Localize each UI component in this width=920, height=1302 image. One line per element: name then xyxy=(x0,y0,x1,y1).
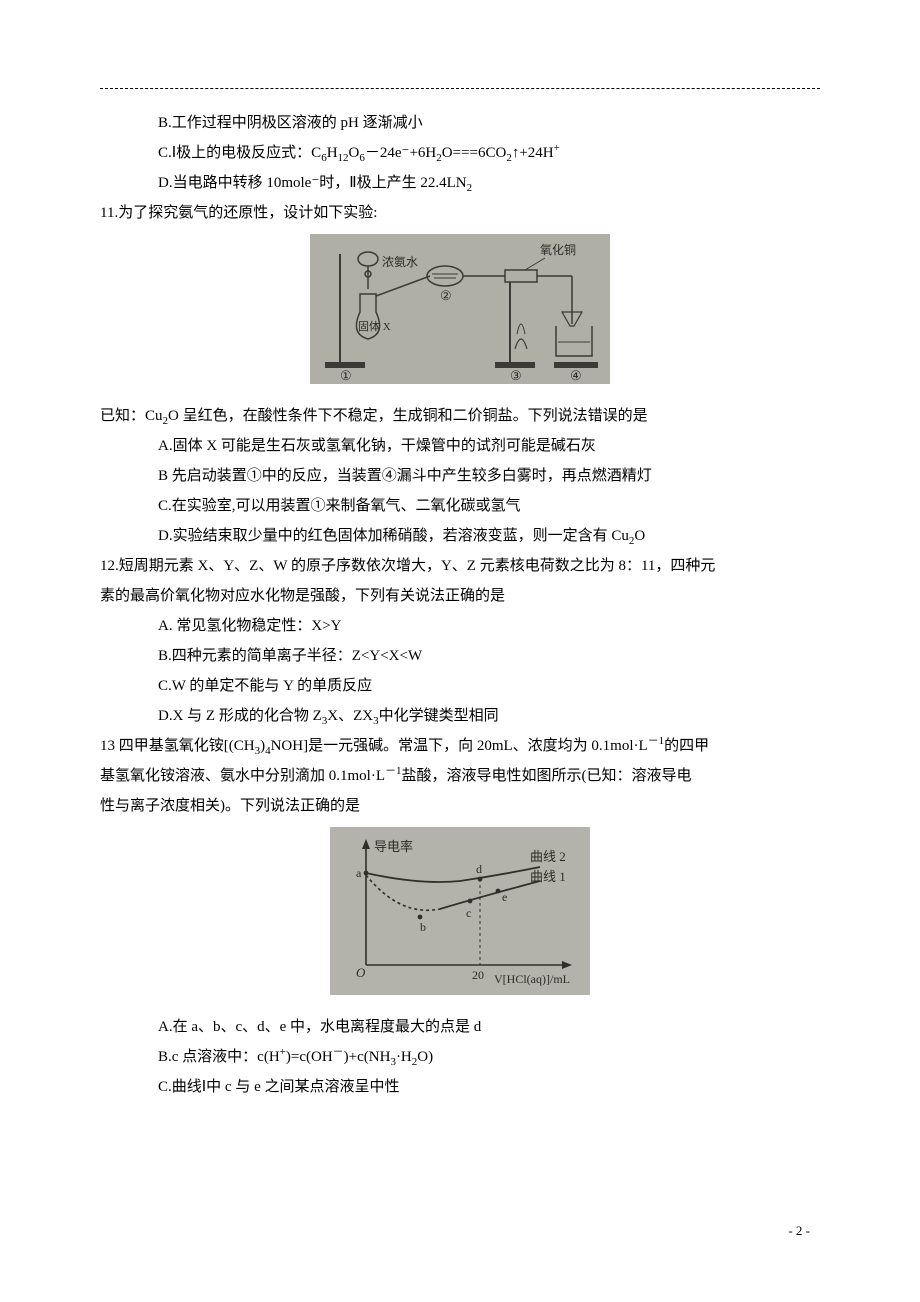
figure-conductivity: 导电率 a b c d e 曲线 2 xyxy=(100,827,820,1006)
question-13a: 13 四甲基氢氧化铵[(CH3)4NOH]是一元强碱。常温下，向 20mL、浓度… xyxy=(100,731,820,761)
page: B.工作过程中阴极区溶液的 pH 逐渐减小 C.Ⅰ极上的电极反应式：C6H12O… xyxy=(0,0,920,1302)
label-cuo: 氧化铜 xyxy=(540,242,576,257)
question-11: 11.为了探究氨气的还原性，设计如下实验: xyxy=(100,198,820,228)
option-c-q13: C.曲线Ⅰ中 c 与 e 之间某点溶液呈中性 xyxy=(100,1072,820,1102)
option-c-q12: C.W 的单定不能与 Y 的单质反应 xyxy=(100,671,820,701)
option-a-q13: A.在 a、b、c、d、e 中，水电离程度最大的点是 d xyxy=(100,1012,820,1042)
label-a: a xyxy=(356,866,362,880)
label-ylab: 导电率 xyxy=(374,839,413,854)
label-solid-x: 固体 X xyxy=(358,319,391,333)
header-divider xyxy=(100,88,820,89)
label-xlab: V[HCl(aq)]/mL xyxy=(494,972,570,986)
label-origin: O xyxy=(356,965,366,980)
label-n3: ③ xyxy=(510,368,522,383)
question-13c: 性与离子浓度相关)。下列说法正确的是 xyxy=(100,791,820,821)
question-12b: 素的最高价氧化物对应水化物是强酸，下列有关说法正确的是 xyxy=(100,581,820,611)
label-curve2: 曲线 2 xyxy=(530,849,566,864)
label-n2: ② xyxy=(440,288,452,303)
known-info: 已知：Cu2O 呈红色，在酸性条件下不稳定，生成铜和二价铜盐。下列说法错误的是 xyxy=(100,401,820,431)
option-d-q10: D.当电路中转移 10mole⁻时，Ⅱ极上产生 22.4LN2 xyxy=(100,168,820,198)
label-b: b xyxy=(420,920,426,934)
figure-apparatus: 浓氨水 固体 X 氧化铜 xyxy=(100,234,820,395)
label-ammonia: 浓氨水 xyxy=(382,255,418,269)
label-curve1: 曲线 1 xyxy=(530,869,566,884)
option-c-q11: C.在实验室,可以用装置①来制备氧气、二氧化碳或氢气 xyxy=(100,491,820,521)
option-b-q11: B 先启动装置①中的反应，当装置④漏斗中产生较多白雾时，再点燃酒精灯 xyxy=(100,461,820,491)
content: B.工作过程中阴极区溶液的 pH 逐渐减小 C.Ⅰ极上的电极反应式：C6H12O… xyxy=(100,108,820,1102)
page-number: - 2 - xyxy=(788,1218,810,1244)
question-12: 12.短周期元素 X、Y、Z、W 的原子序数依次增大，Y、Z 元素核电荷数之比为… xyxy=(100,551,820,581)
option-c-q10: C.Ⅰ极上的电极反应式：C6H12O6－24e⁻+6H2O===6CO2↑+24… xyxy=(100,138,820,168)
apparatus-svg: 浓氨水 固体 X 氧化铜 xyxy=(310,234,610,384)
question-13b: 基氢氧化铵溶液、氨水中分别滴加 0.1mol·L－1盐酸，溶液导电性如图所示(已… xyxy=(100,761,820,791)
label-c: c xyxy=(466,906,471,920)
label-n4: ④ xyxy=(570,368,582,383)
option-b-q10: B.工作过程中阴极区溶液的 pH 逐渐减小 xyxy=(100,108,820,138)
conductivity-svg: 导电率 a b c d e 曲线 2 xyxy=(330,827,590,995)
label-e: e xyxy=(502,890,507,904)
option-b-q12: B.四种元素的简单离子半径：Z<Y<X<W xyxy=(100,641,820,671)
label-d: d xyxy=(476,862,482,876)
option-b-q13: B.c 点溶液中：c(H+)=c(OH－)+c(NH3·H2O) xyxy=(100,1042,820,1072)
option-a-q11: A.固体 X 可能是生石灰或氢氧化钠，干燥管中的试剂可能是碱石灰 xyxy=(100,431,820,461)
option-d-q12: D.X 与 Z 形成的化合物 Z3X、ZX3中化学键类型相同 xyxy=(100,701,820,731)
option-a-q12: A. 常见氢化物稳定性：X>Y xyxy=(100,611,820,641)
label-n1: ① xyxy=(340,368,352,383)
label-x20: 20 xyxy=(472,968,484,982)
option-d-q11: D.实验结束取少量中的红色固体加稀硝酸，若溶液变蓝，则一定含有 Cu2O xyxy=(100,521,820,551)
